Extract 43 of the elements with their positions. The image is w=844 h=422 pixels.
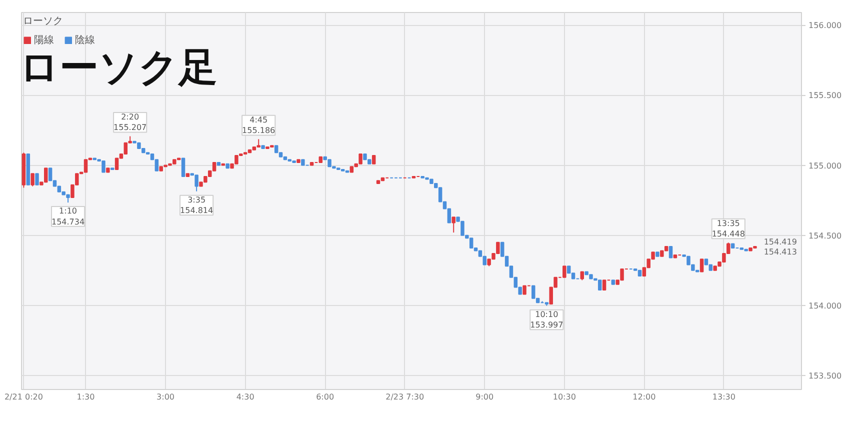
legend-label: 陽線 [34,34,54,47]
annotation: 2:20 155.207 [114,112,147,132]
annotation: 154.419 [764,238,797,247]
candlestick [194,174,198,192]
x-tick-label: 3:00 [156,392,175,402]
candlestick [124,142,128,155]
candlestick [30,173,34,187]
candlestick [469,238,474,248]
candlestick [602,280,606,290]
x-tick-label: 9:00 [476,392,494,402]
x-tick-label: 13:30 [712,392,736,402]
text: ローソク足 [20,46,218,90]
y-tick-label: 153.500 [808,371,842,380]
candlestick [562,266,566,278]
y-tick-label: 154.500 [808,231,842,240]
candlestick [84,159,88,173]
x-tick-label: 2/23 7:30 [386,392,424,402]
annotation: 3:35 154.814 [180,195,214,216]
candlestick [114,158,119,170]
x-tick-label: 12:00 [632,392,656,402]
x-tick-label: 4:30 [236,392,254,402]
candlestick [452,216,456,234]
annotation: 13:35 154.448 [712,218,745,239]
y-tick-label: 154.000 [808,301,842,310]
candlestick [668,246,673,258]
annotation: 1:10 154.734 [51,206,85,226]
x-tick-label: 10:30 [552,392,576,402]
annotation: 154.413 [764,248,797,257]
candlestick [35,173,39,186]
legend-label: 陰線 [75,34,95,47]
y-tick-label: 155.500 [808,91,842,100]
y-tick-label: 155.000 [808,161,842,170]
x-tick-label: 6:00 [316,392,334,402]
candlestick [700,258,704,272]
legend-title: ローソク [23,15,64,28]
annotation: 10:10 153.997 [530,310,564,330]
y-tick-label: 156.000 [808,21,842,30]
candlestick [532,285,536,299]
x-tick-label: 2/21 0:20 [4,392,43,402]
x-tick-label: 1:30 [76,392,95,402]
candlestick [598,280,602,290]
annotation: 4:45 155.186 [242,115,276,136]
candlestick [181,158,186,177]
